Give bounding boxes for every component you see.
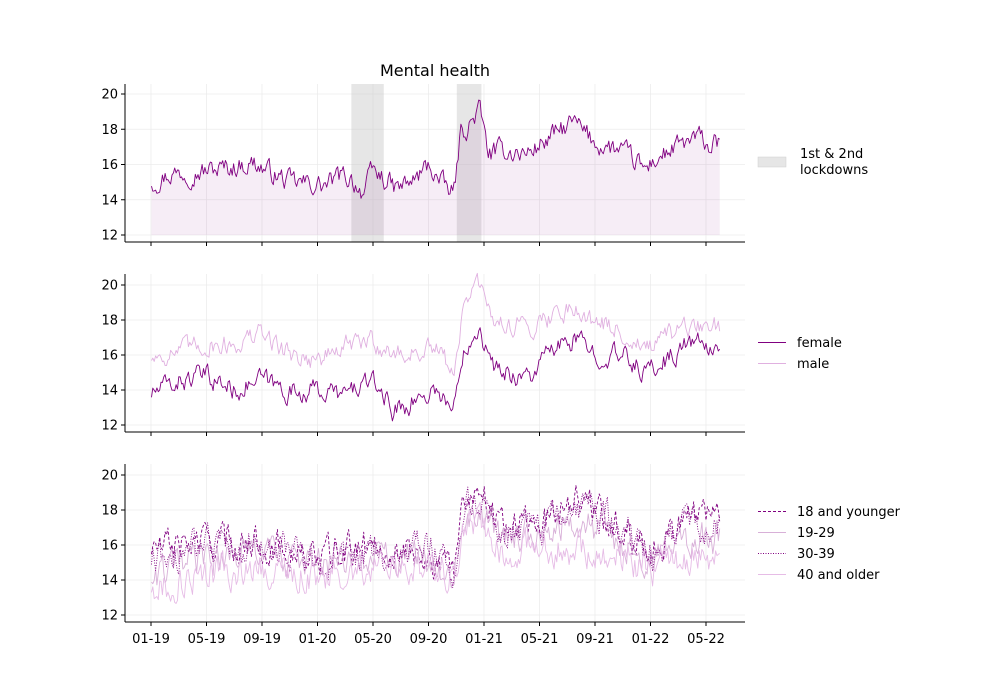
series-line-19-29: [151, 505, 721, 589]
y-tick-label: 20: [101, 279, 118, 294]
y-tick-label: 12: [101, 419, 118, 434]
y-tick-label: 14: [101, 384, 118, 399]
series-line-male: [151, 272, 721, 377]
legend-label-line: 1st & 2nd: [800, 147, 863, 162]
series-line-18-and-younger: [151, 485, 721, 580]
series-line-female: [151, 327, 721, 422]
legend-label: 19-29: [797, 526, 835, 541]
legend-label: male: [797, 357, 829, 372]
x-tick-label: 01-22: [632, 632, 670, 647]
chart-title: Mental health: [380, 61, 490, 80]
series-line-30-39: [151, 486, 721, 589]
y-tick-label: 14: [101, 193, 118, 208]
y-tick-label: 16: [101, 539, 118, 554]
x-tick-label: 05-19: [188, 632, 226, 647]
series-line-main: [151, 99, 720, 199]
y-tick-label: 18: [101, 314, 118, 329]
panels-layer: 12 14 16 18 20 1st & 2nd lockdowns 12 14 16 18 20 fe…: [101, 84, 901, 647]
x-tick-label: 01-21: [465, 632, 503, 647]
legend-label: 30-39: [797, 547, 835, 562]
y-tick-label: 16: [101, 158, 118, 173]
legend-panel-1: 1st & 2nd lockdowns: [757, 147, 868, 178]
lockdown-band: [351, 84, 384, 242]
y-tick-label: 12: [101, 229, 118, 244]
x-tick-label: 05-22: [687, 632, 725, 647]
x-tick-label: 01-19: [132, 632, 170, 647]
y-tick-label: 20: [101, 469, 118, 484]
x-tick-label: 09-20: [410, 632, 448, 647]
y-tick-label: 16: [101, 349, 118, 364]
legend-panel-3: 18 and younger 19-29 30-39 40 and older: [758, 505, 901, 583]
x-tick-label: 01-20: [299, 632, 337, 647]
legend-label: female: [797, 336, 842, 351]
x-tick-label: 05-21: [521, 632, 559, 647]
series-fill: [151, 100, 720, 235]
y-tick-label: 14: [101, 574, 118, 589]
legend-panel-2: female male: [758, 336, 842, 372]
legend-label: 18 and younger: [797, 505, 901, 520]
y-tick-label: 20: [101, 88, 118, 103]
panel-1: 12 14 16 18 20 1st & 2nd lockdowns: [101, 84, 868, 246]
x-tick-label: 05-20: [354, 632, 392, 647]
legend-label: 40 and older: [797, 568, 880, 583]
y-tick-label: 18: [101, 504, 118, 519]
y-tick-label: 12: [101, 609, 118, 624]
lockdown-band: [456, 84, 482, 242]
panel-2: 12 14 16 18 20 female male: [101, 272, 842, 436]
y-tick-label: 18: [101, 123, 118, 138]
legend-label-lockdowns: 1st & 2nd lockdowns: [800, 147, 868, 178]
legend-swatch-lockdowns: [757, 156, 787, 168]
panel-3: 12 14 16 18 20 01-19 05-19 09-19 01-20 05-20 09-20…: [101, 464, 901, 647]
legend-label-line: lockdowns: [800, 163, 868, 178]
x-tick-label: 09-19: [243, 632, 281, 647]
series-line-40-and-older: [151, 501, 720, 604]
x-tick-label: 09-21: [576, 632, 614, 647]
